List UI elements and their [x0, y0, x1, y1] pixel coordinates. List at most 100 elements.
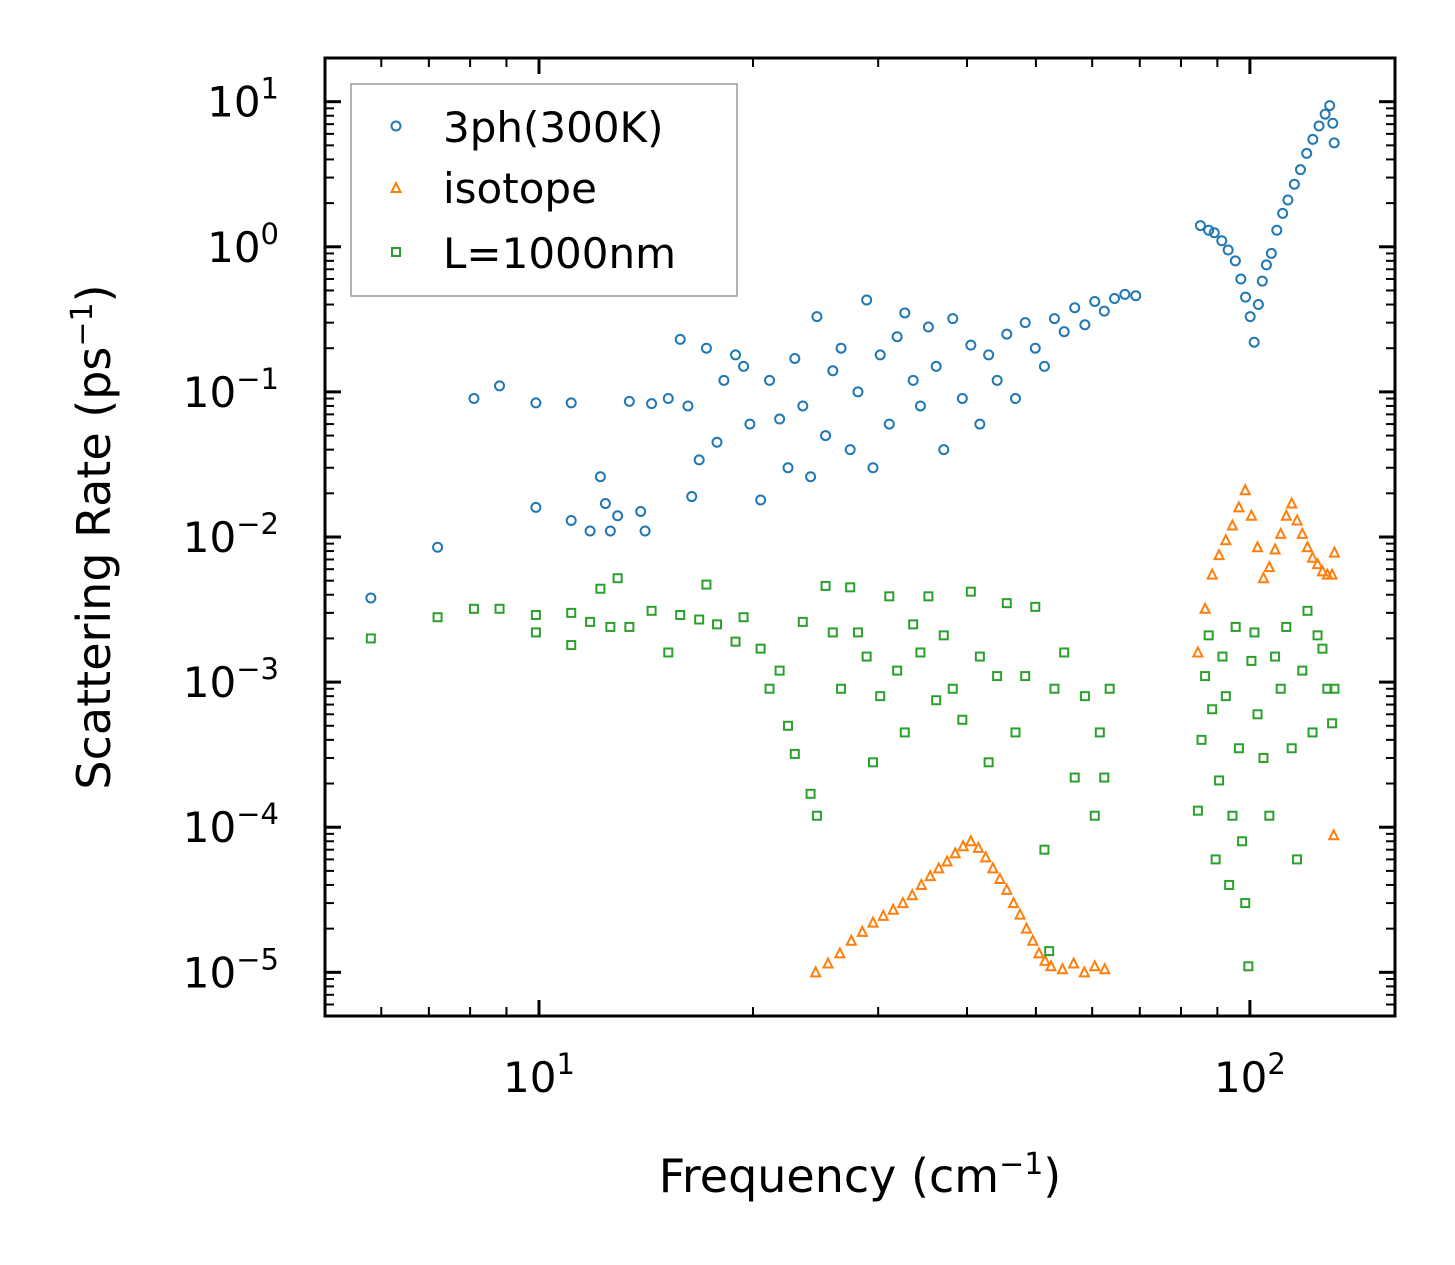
data-point-3ph	[1260, 259, 1272, 271]
data-point-3ph	[914, 400, 926, 412]
data-point-3ph	[1038, 360, 1050, 372]
data-point-isotope	[866, 915, 880, 928]
data-point-l1000nm	[1001, 598, 1012, 609]
data-point-isotope	[1098, 962, 1111, 975]
data-point-l1000nm	[1329, 683, 1340, 694]
legend: 3ph(300K) isotope L=1000nm	[350, 83, 738, 297]
data-point-isotope	[993, 871, 1007, 884]
data-point-3ph	[738, 360, 750, 372]
data-point-3ph	[861, 294, 873, 306]
data-point-3ph	[365, 592, 377, 604]
data-point-l1000nm	[566, 607, 577, 618]
data-point-l1000nm	[712, 619, 723, 630]
data-point-isotope	[1316, 564, 1329, 577]
data-point-isotope	[845, 933, 858, 946]
data-point-isotope	[1268, 542, 1282, 555]
data-point-3ph	[1307, 133, 1319, 145]
data-point-isotope	[1325, 567, 1339, 580]
data-point-l1000nm	[1217, 651, 1228, 662]
data-point-3ph	[1265, 247, 1277, 259]
data-point-l1000nm	[1089, 810, 1100, 821]
legend-marker-square	[391, 247, 401, 257]
data-point-isotope	[949, 846, 962, 859]
data-point-isotope	[1212, 547, 1226, 561]
data-point-l1000nm	[1039, 844, 1050, 855]
legend-label-3ph: 3ph(300K)	[443, 103, 663, 152]
data-point-3ph	[494, 380, 506, 392]
data-point-3ph	[711, 436, 723, 448]
data-point-l1000nm	[694, 614, 705, 625]
data-point-3ph	[1001, 328, 1013, 340]
x-axis-label-exponent: −1	[999, 1147, 1043, 1182]
data-point-3ph	[922, 321, 934, 333]
data-point-isotope	[972, 840, 985, 853]
data-point-3ph	[1216, 235, 1228, 247]
data-point-l1000nm	[774, 665, 785, 676]
data-point-l1000nm	[1224, 879, 1235, 890]
data-point-l1000nm	[530, 610, 541, 621]
data-point-isotope	[1245, 508, 1258, 521]
data-point-3ph	[764, 374, 776, 386]
data-point-isotope	[1226, 518, 1239, 531]
data-point-isotope	[1257, 570, 1270, 584]
data-point-isotope	[1239, 483, 1252, 496]
y-axis-label-exponent: −1	[65, 302, 100, 346]
data-point-3ph	[1222, 244, 1234, 256]
data-point-3ph	[1240, 291, 1252, 303]
legend-marker-circle	[390, 120, 402, 132]
data-point-3ph	[1288, 178, 1300, 190]
data-point-3ph	[530, 397, 542, 409]
y-tick-label: 10−2	[183, 507, 279, 562]
data-point-l1000nm	[938, 630, 949, 641]
data-point-3ph	[635, 505, 647, 517]
data-point-l1000nm	[923, 591, 934, 602]
x-tick-labels: 101 102	[503, 1047, 1286, 1102]
x-tick-label: 102	[1214, 1047, 1286, 1102]
data-point-3ph	[682, 400, 694, 412]
data-point-l1000nm	[530, 627, 541, 638]
data-point-l1000nm	[1044, 946, 1055, 957]
data-point-3ph	[1271, 224, 1283, 236]
data-point-3ph	[1009, 393, 1021, 405]
legend-entry-isotope: isotope	[389, 164, 597, 213]
data-point-isotope	[856, 924, 869, 937]
data-point-isotope	[1251, 540, 1264, 553]
data-point-l1000nm	[1317, 643, 1328, 654]
data-point-3ph	[1277, 207, 1289, 219]
data-point-isotope	[1044, 959, 1058, 972]
data-point-3ph	[1208, 227, 1220, 239]
data-point-l1000nm	[1312, 630, 1323, 641]
x-tick-label: 101	[503, 1047, 575, 1102]
data-point-l1000nm	[782, 720, 793, 731]
data-point-3ph	[565, 514, 577, 526]
data-point-l1000nm	[861, 651, 872, 662]
data-point-isotope	[915, 877, 928, 890]
data-point-l1000nm	[789, 748, 800, 759]
data-point-3ph	[891, 331, 903, 343]
data-point-3ph	[1089, 295, 1101, 307]
data-point-3ph	[1048, 313, 1060, 325]
data-point-isotope	[1328, 545, 1341, 558]
data-point-isotope	[906, 887, 919, 901]
data-point-3ph	[1301, 147, 1313, 159]
data-point-l1000nm	[701, 579, 712, 590]
data-point-l1000nm	[811, 810, 822, 821]
data-point-3ph	[1058, 326, 1070, 338]
data-point-3ph	[789, 352, 801, 364]
data-point-3ph	[584, 525, 596, 537]
data-point-l1000nm	[992, 671, 1003, 682]
data-point-l1000nm	[1227, 810, 1238, 821]
data-point-l1000nm	[1230, 621, 1241, 632]
data-point-isotope	[1020, 921, 1033, 934]
data-point-3ph	[744, 418, 756, 430]
data-point-isotope	[1038, 953, 1052, 966]
data-point-isotope	[1000, 882, 1013, 895]
data-point-3ph	[674, 333, 686, 345]
data-point-isotope	[877, 908, 890, 921]
data-point-3ph	[1029, 342, 1041, 354]
data-point-3ph	[1313, 120, 1325, 132]
data-point-isotope	[986, 861, 1000, 874]
data-point-isotope	[1274, 526, 1287, 539]
data-point-l1000nm	[1203, 630, 1214, 641]
data-point-l1000nm	[1240, 898, 1251, 909]
